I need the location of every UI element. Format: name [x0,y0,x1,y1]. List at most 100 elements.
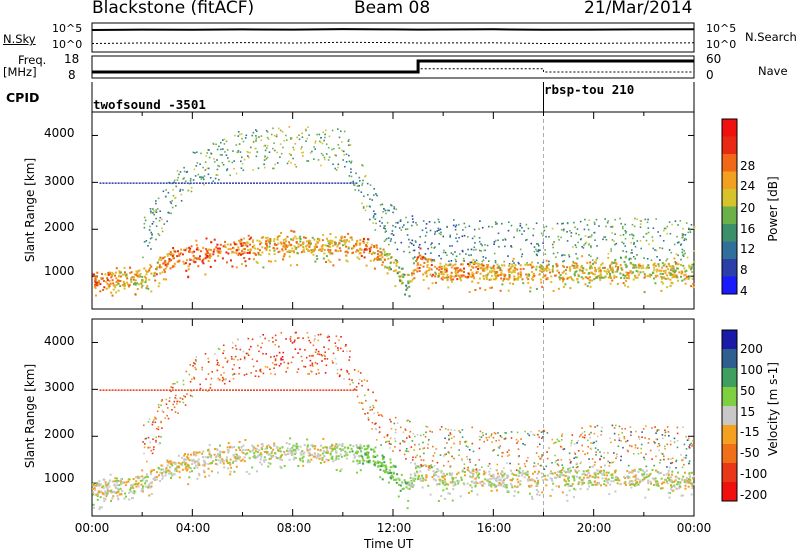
echo-point [370,246,373,249]
echo-point [280,232,283,234]
echo-point [418,244,421,246]
echo-point [205,237,208,240]
echo-point [229,446,232,448]
echo-point [430,464,432,466]
echo-point [452,224,455,227]
echo-point [496,477,499,480]
echo-point [221,376,224,379]
echo-point [203,184,205,186]
echo-point [564,272,567,275]
echo-point [115,277,118,280]
echo-point [215,456,217,459]
echo-point [458,449,460,451]
echo-point [117,182,120,184]
echo-point [408,435,411,437]
echo-point [524,465,527,468]
echo-point [600,484,602,487]
echo-point [345,250,348,253]
echo-point [574,271,577,273]
echo-point [601,262,604,265]
echo-point [456,233,458,236]
echo-point [220,141,222,144]
echo-point [234,134,236,137]
echo-point [491,274,494,277]
echo-point [596,435,599,438]
echo-point [335,169,338,171]
echo-point [278,351,281,354]
echo-point [353,388,356,390]
echo-point [501,264,503,267]
echo-point [198,472,201,475]
echo-point [157,466,160,469]
echo-point [568,255,571,258]
echo-point [192,365,194,367]
echo-point [99,484,102,486]
echo-point [478,447,481,450]
echo-point [118,484,121,487]
echo-point [536,250,538,252]
echo-point [155,427,158,430]
echo-point [456,266,459,269]
echo-point [123,283,125,286]
echo-point [233,470,236,473]
echo-point [510,437,513,439]
echo-point [442,273,445,276]
echo-point [225,182,228,184]
echo-point [152,469,155,471]
echo-point [224,357,227,359]
echo-point [450,429,453,431]
echo-point [263,456,266,459]
echo-point [455,224,458,226]
echo-point [107,271,110,274]
echo-point [622,282,625,285]
echo-point [517,463,520,465]
echo-point [478,240,481,243]
echo-point [358,248,361,251]
echo-point [108,272,111,275]
echo-point [600,430,603,433]
echo-point [440,231,442,234]
echo-point [345,457,348,460]
echo-point [589,276,591,279]
echo-point [352,251,354,254]
echo-point [329,261,332,263]
echo-point [685,454,688,457]
echo-point [437,500,440,502]
echo-point [654,477,657,480]
echo-point [652,227,655,229]
echo-point [495,271,498,274]
echo-point [663,458,665,461]
echo-point [558,485,560,488]
echo-point [187,453,189,456]
echo-point [643,273,646,276]
echo-point [331,239,334,242]
echo-point [373,245,376,247]
echo-point [596,481,599,484]
noise-right-tick-high: 10^5 [706,22,737,35]
echo-point [469,484,472,487]
echo-point [400,275,403,278]
echo-point [247,249,250,251]
echo-point [213,182,216,184]
echo-point [295,447,298,449]
echo-point [671,276,674,279]
echo-point [128,491,131,494]
echo-point [618,439,621,442]
echo-point [384,266,387,269]
echo-point [405,482,408,485]
echo-point [539,278,542,281]
echo-point [487,272,490,275]
echo-point [490,435,492,437]
echo-point [389,418,391,421]
echo-point [488,278,491,281]
echo-point [532,272,535,275]
echo-point [440,471,443,474]
echo-point [537,262,539,264]
echo-point [589,285,592,288]
echo-point [327,348,330,350]
echo-point [190,190,193,193]
echo-point [531,266,533,269]
echo-point [252,448,255,451]
echo-point [313,238,316,241]
echo-point [186,468,189,471]
